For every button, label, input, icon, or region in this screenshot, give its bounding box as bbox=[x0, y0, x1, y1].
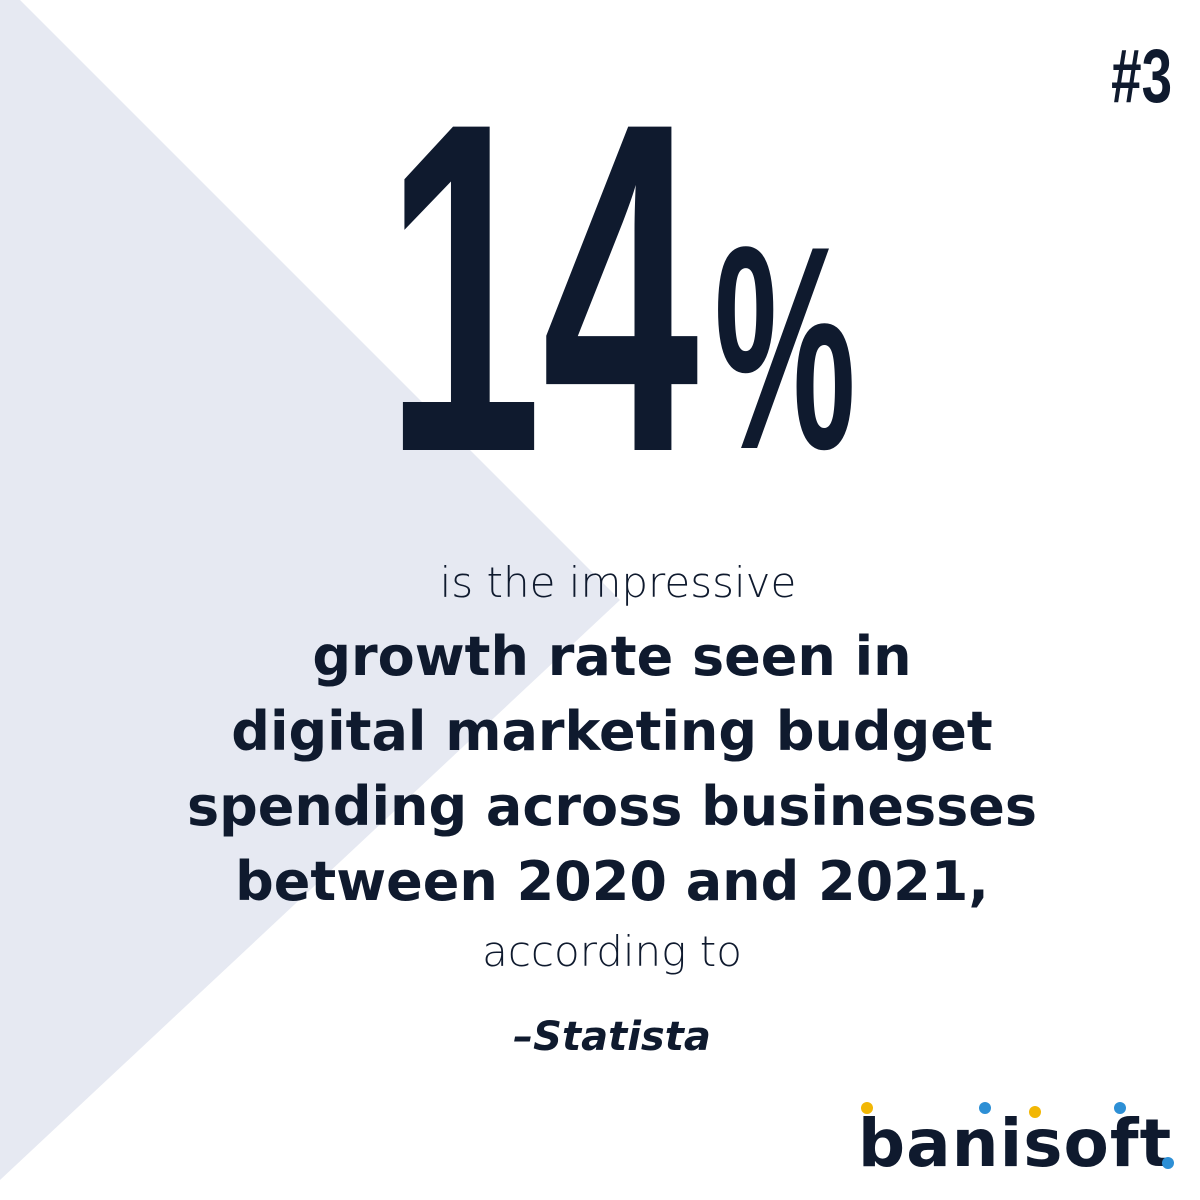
statement-line: spending across businesses bbox=[187, 775, 1037, 838]
logo-dot bbox=[979, 1102, 991, 1114]
logo: banisoft bbox=[858, 1102, 1174, 1182]
statement-line: between 2020 and 2021, bbox=[235, 850, 989, 913]
logo-dot bbox=[1114, 1102, 1126, 1114]
source: –Statista bbox=[513, 1014, 711, 1060]
logo-dot bbox=[1162, 1157, 1174, 1169]
headline-unit: % bbox=[714, 185, 856, 510]
statement-line: growth rate seen in bbox=[312, 625, 911, 688]
badge: #3 bbox=[1111, 34, 1172, 119]
headline-number: 14 bbox=[385, 26, 700, 551]
outro-text: according to bbox=[482, 927, 742, 976]
logo-dot bbox=[861, 1102, 873, 1114]
logo-text: banisoft bbox=[858, 1105, 1172, 1182]
intro-text: is the impressive bbox=[440, 558, 797, 607]
background-triangle bbox=[0, 0, 620, 1180]
logo-dot bbox=[1029, 1106, 1041, 1118]
statement: growth rate seen in digital marketing bud… bbox=[187, 625, 1037, 913]
statement-line: digital marketing budget bbox=[231, 700, 992, 763]
